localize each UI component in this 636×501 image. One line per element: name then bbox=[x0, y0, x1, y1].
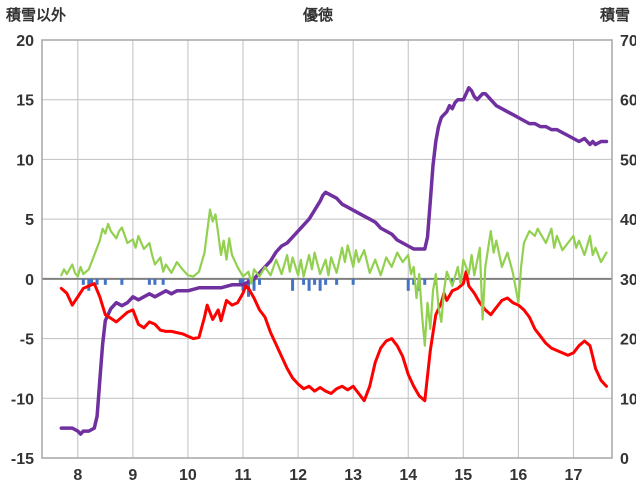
svg-text:-5: -5 bbox=[20, 332, 34, 349]
svg-text:20: 20 bbox=[620, 332, 636, 349]
svg-text:15: 15 bbox=[16, 93, 34, 110]
svg-text:8: 8 bbox=[73, 467, 82, 484]
svg-text:11: 11 bbox=[235, 467, 252, 484]
svg-text:14: 14 bbox=[399, 467, 417, 484]
svg-text:50: 50 bbox=[620, 152, 636, 169]
svg-text:10: 10 bbox=[16, 152, 34, 169]
svg-text:60: 60 bbox=[620, 93, 636, 110]
svg-text:20: 20 bbox=[16, 33, 34, 50]
svg-text:-10: -10 bbox=[11, 391, 34, 408]
left-axis-label: 積雪以外 bbox=[6, 7, 67, 24]
svg-text:17: 17 bbox=[565, 467, 583, 484]
svg-text:13: 13 bbox=[344, 467, 362, 484]
svg-text:10: 10 bbox=[179, 467, 197, 484]
right-axis-label: 積雪 bbox=[599, 7, 630, 24]
svg-text:9: 9 bbox=[128, 467, 137, 484]
svg-text:0: 0 bbox=[25, 272, 34, 289]
chart-title: 優徳 bbox=[302, 7, 333, 24]
svg-text:-15: -15 bbox=[11, 451, 34, 468]
svg-text:15: 15 bbox=[454, 467, 472, 484]
svg-text:40: 40 bbox=[620, 212, 636, 229]
svg-text:5: 5 bbox=[25, 212, 34, 229]
svg-text:0: 0 bbox=[620, 451, 629, 468]
svg-text:30: 30 bbox=[620, 272, 636, 289]
svg-text:12: 12 bbox=[289, 467, 307, 484]
svg-text:16: 16 bbox=[509, 467, 527, 484]
svg-text:10: 10 bbox=[620, 391, 636, 408]
svg-text:70: 70 bbox=[620, 33, 636, 50]
